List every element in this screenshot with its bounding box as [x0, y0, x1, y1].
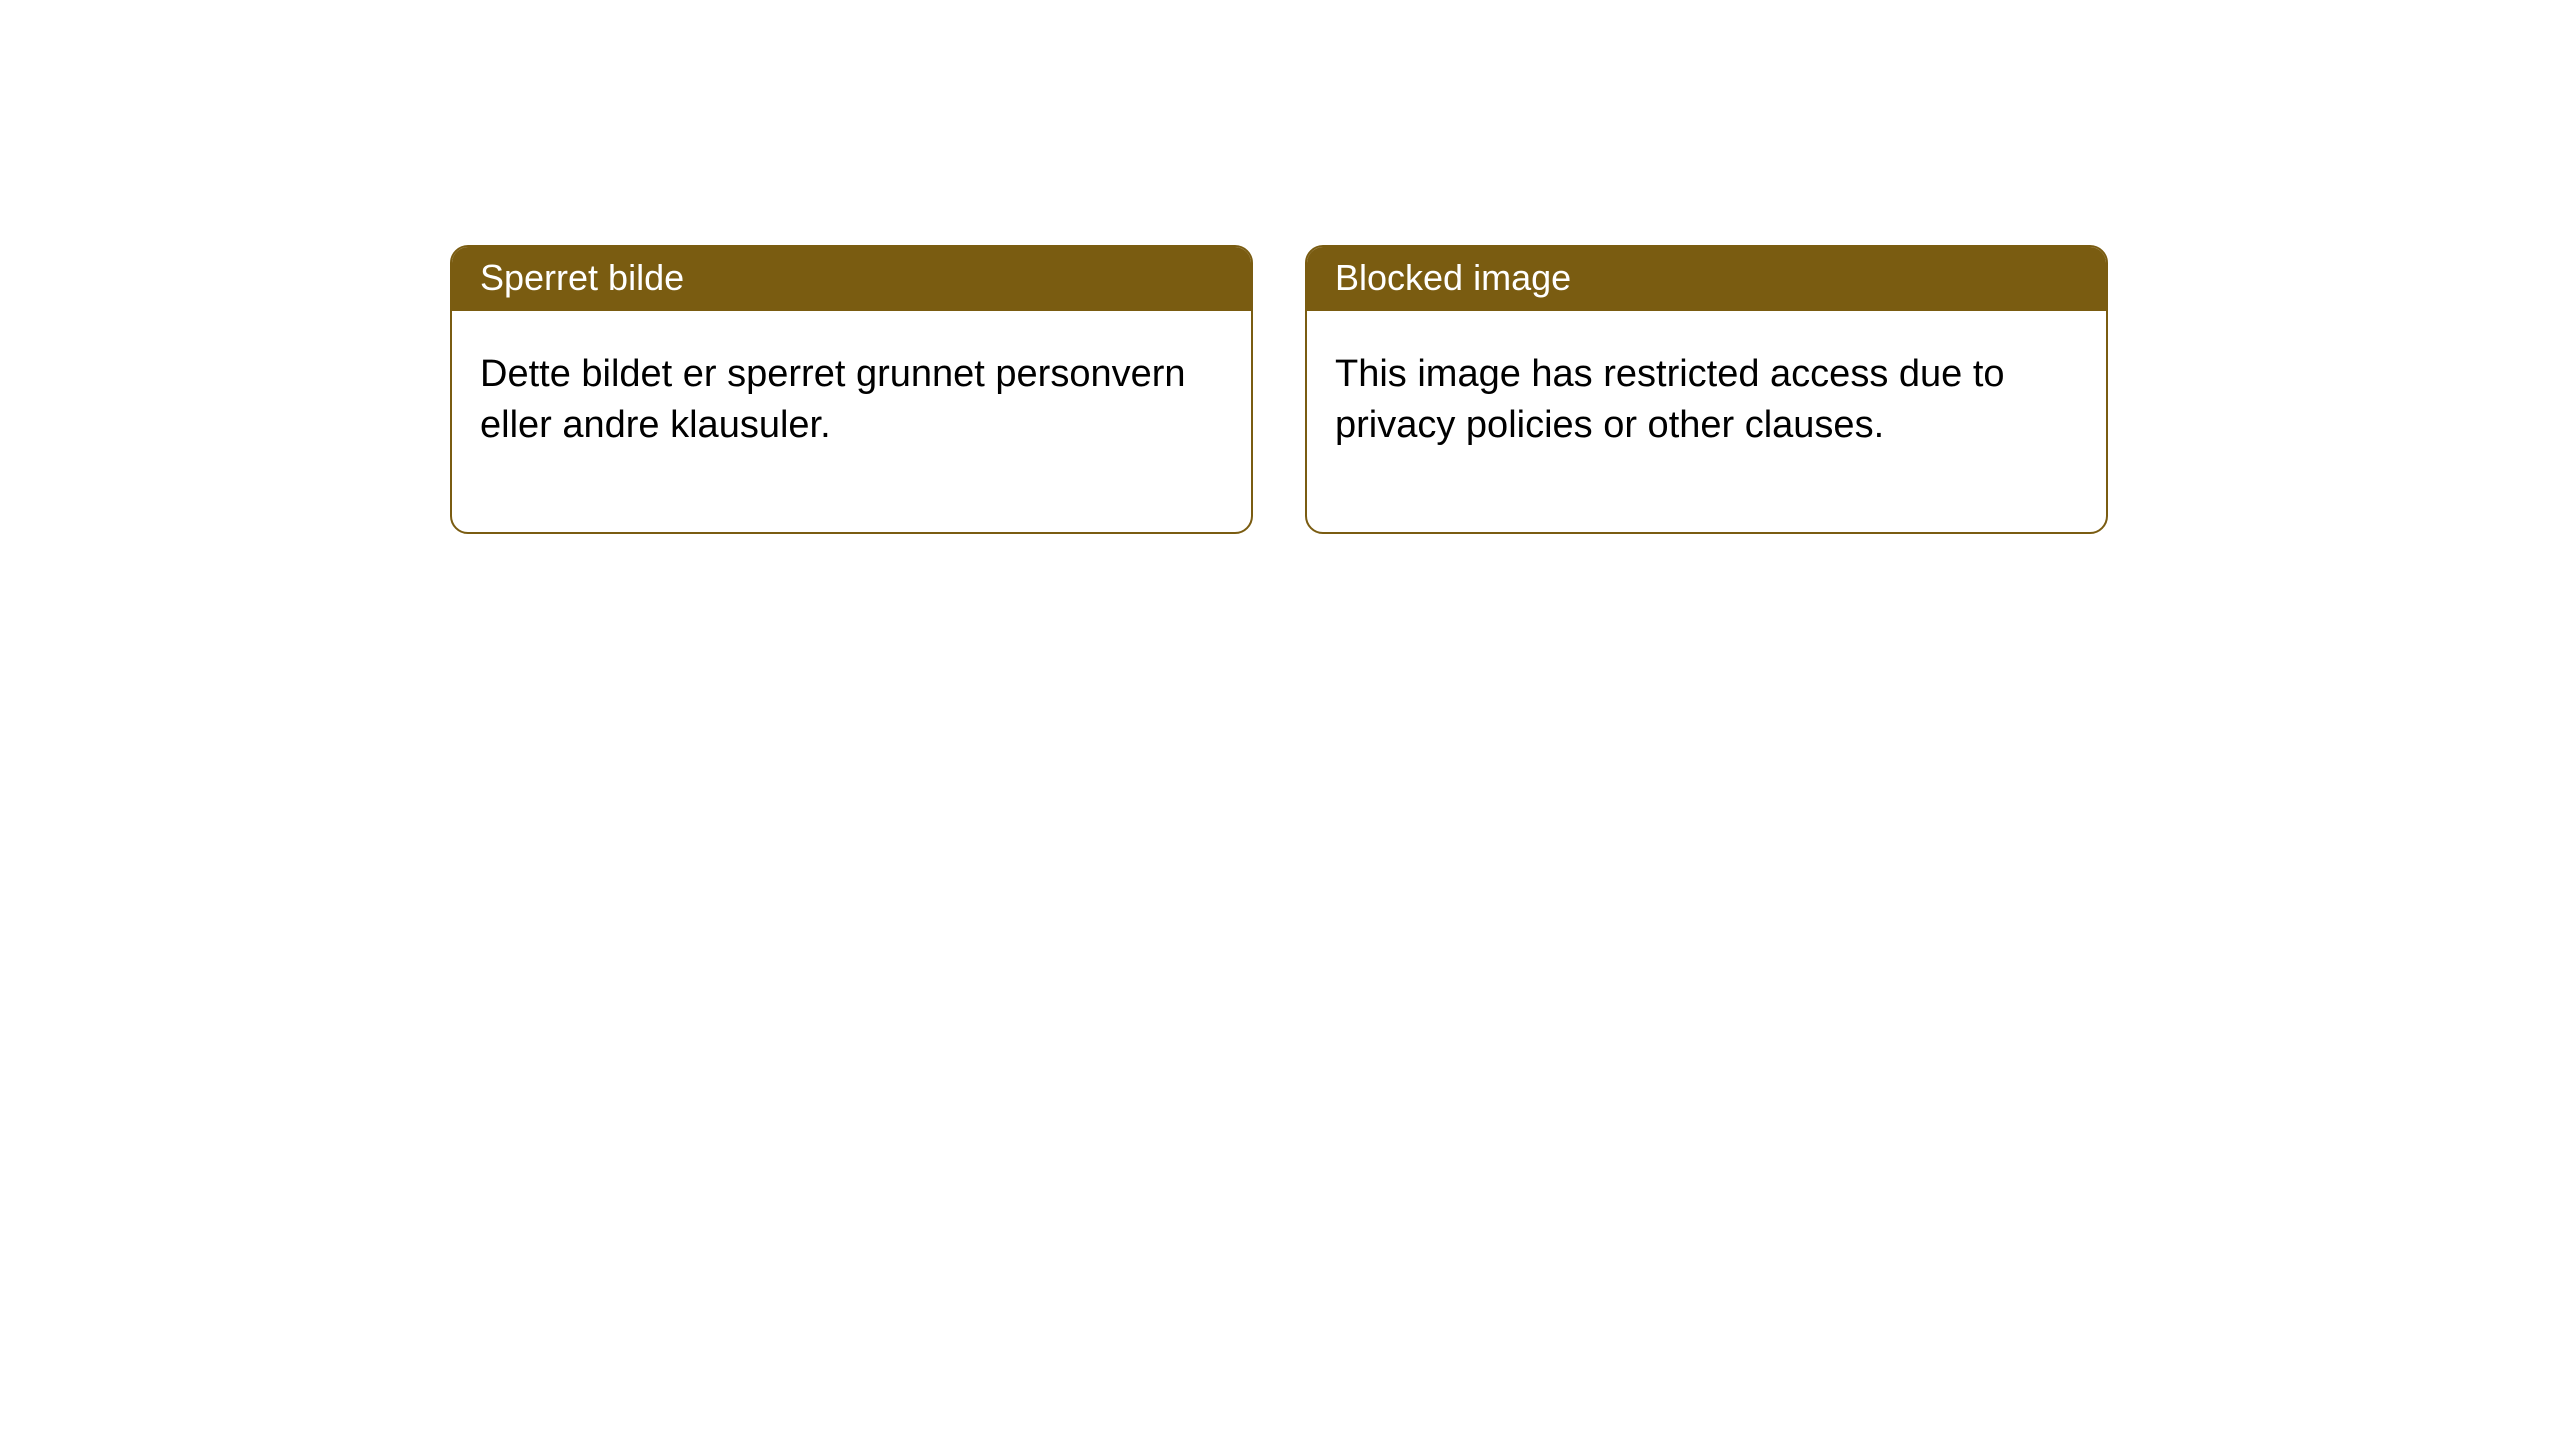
notice-card-english: Blocked image This image has restricted …: [1305, 245, 2108, 534]
notice-cards-row: Sperret bilde Dette bildet er sperret gr…: [450, 245, 2108, 534]
notice-card-norwegian: Sperret bilde Dette bildet er sperret gr…: [450, 245, 1253, 534]
notice-card-body: This image has restricted access due to …: [1307, 311, 2106, 532]
notice-card-header: Blocked image: [1307, 247, 2106, 311]
notice-card-body: Dette bildet er sperret grunnet personve…: [452, 311, 1251, 532]
notice-card-header: Sperret bilde: [452, 247, 1251, 311]
